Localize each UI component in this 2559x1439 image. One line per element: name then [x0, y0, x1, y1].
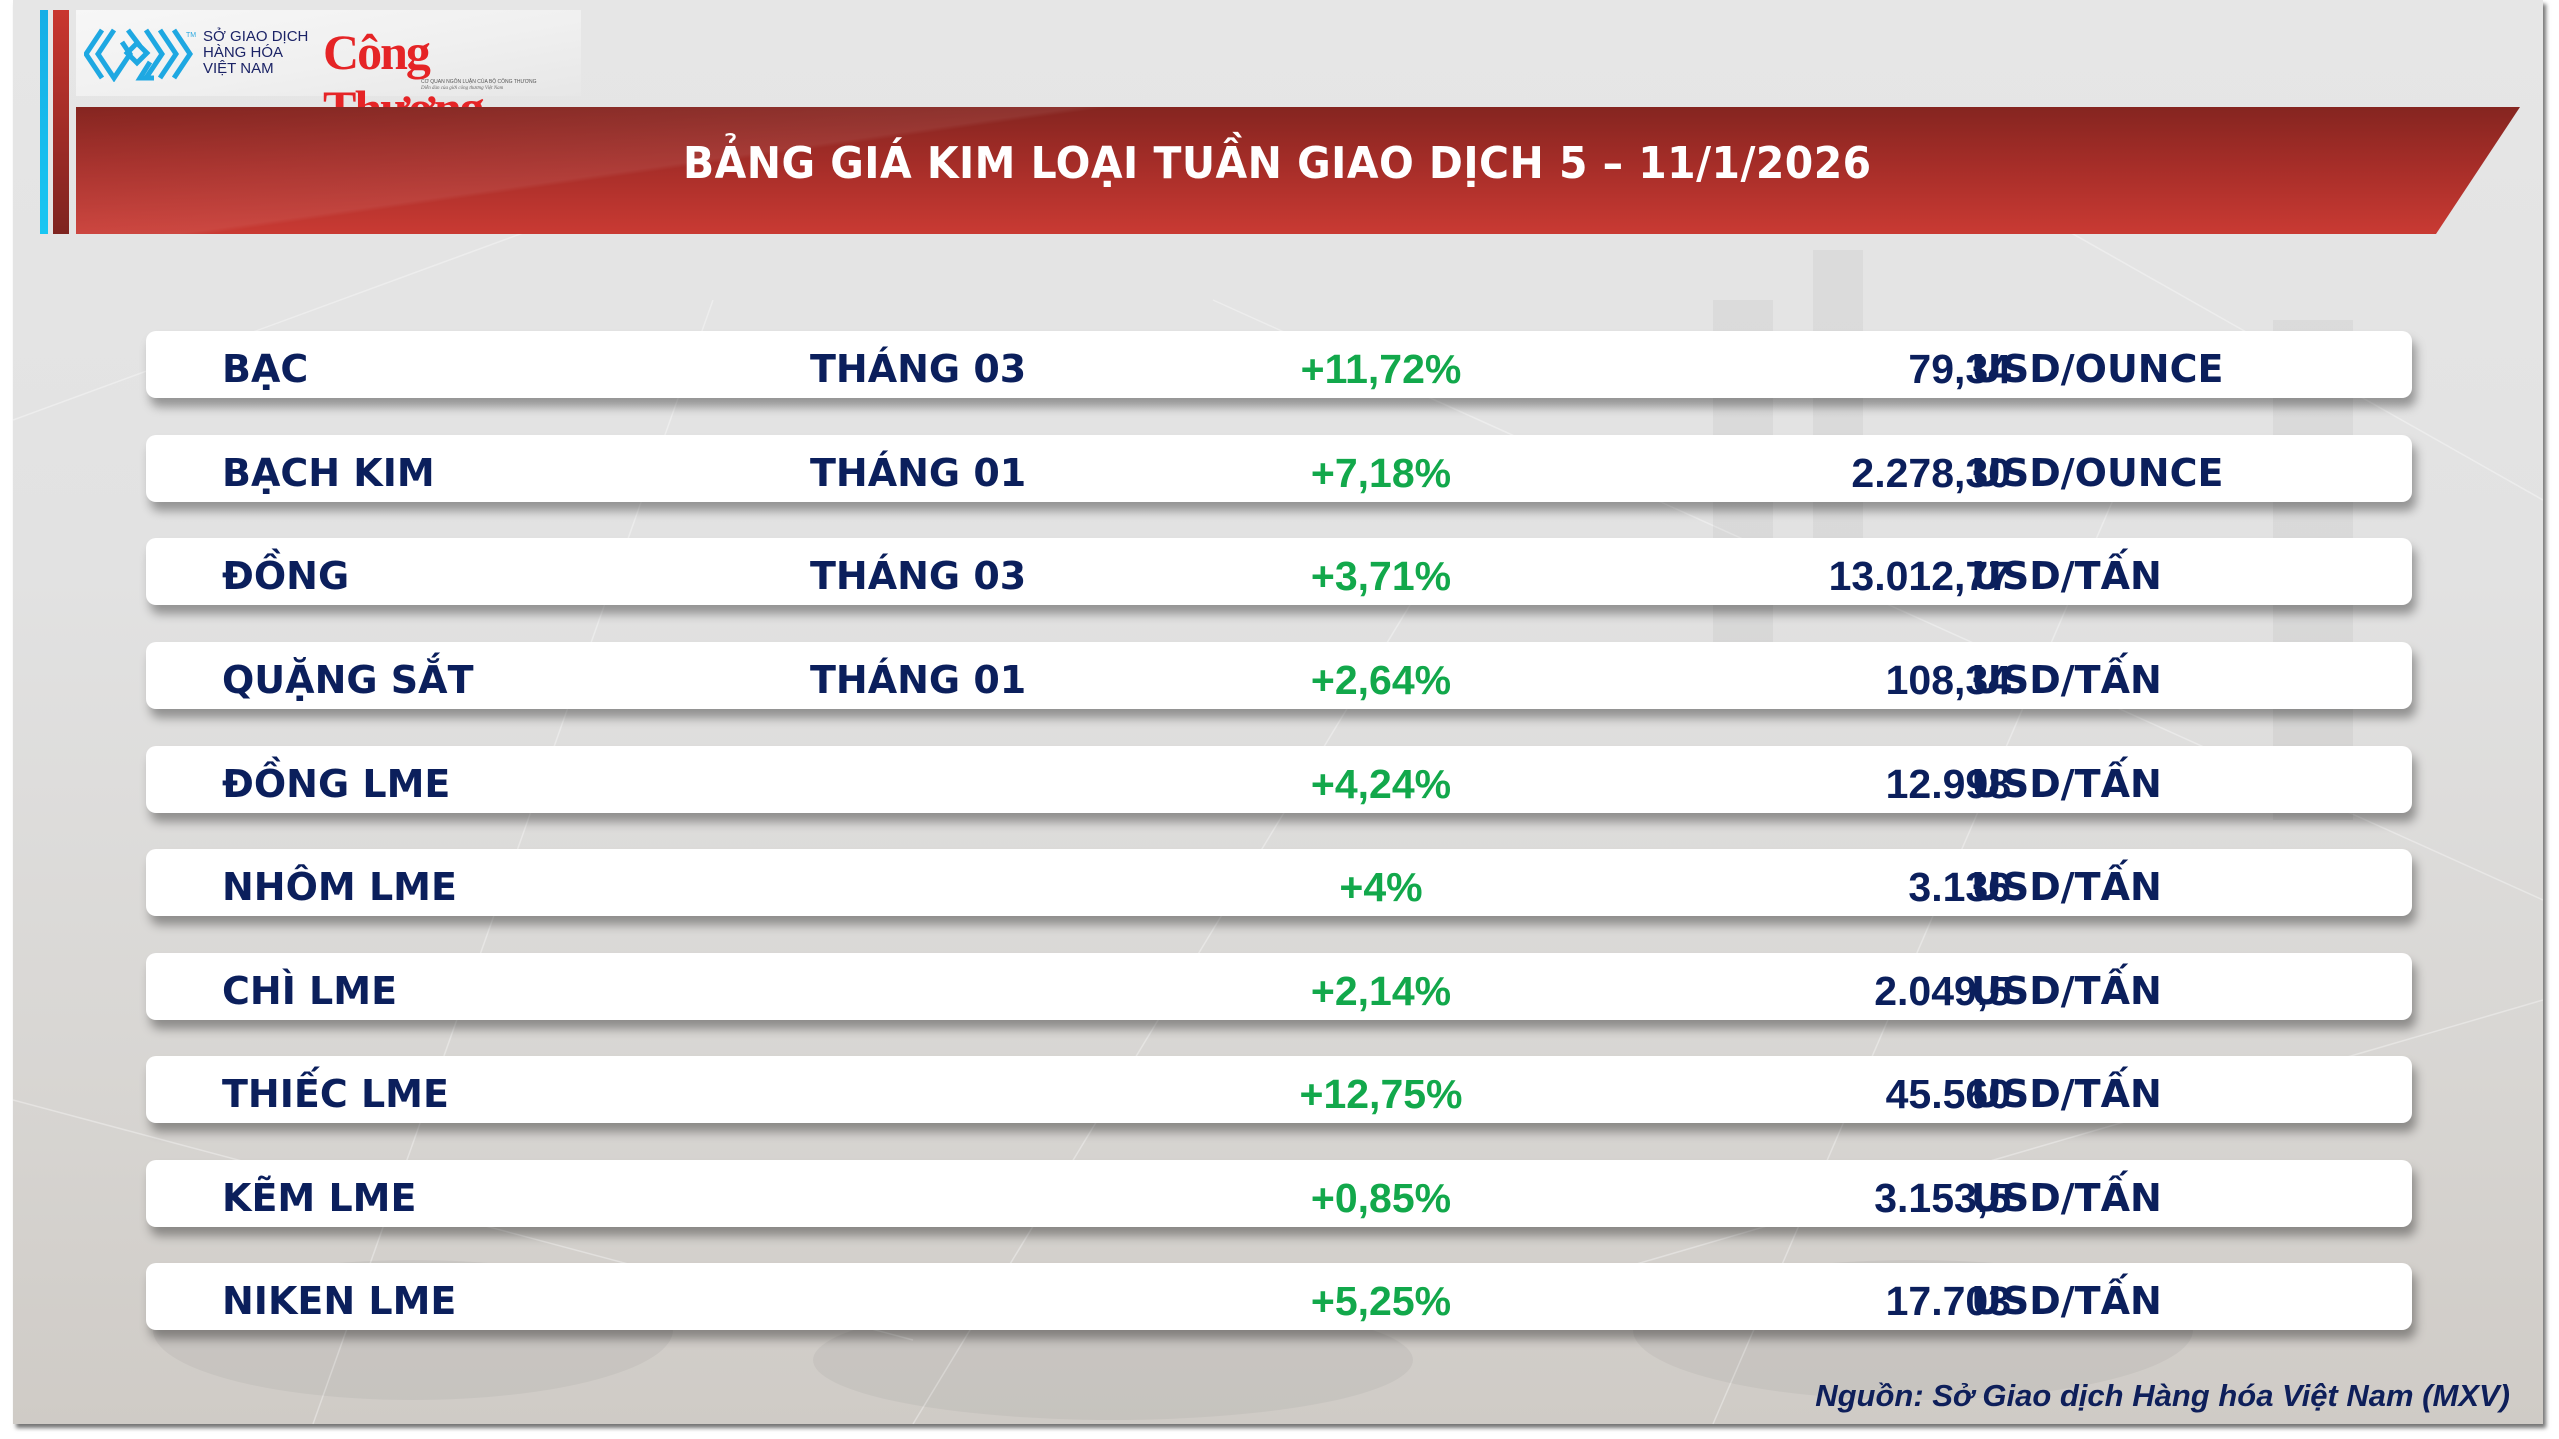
price: 17.703: [1885, 1278, 2011, 1324]
title-banner: [76, 107, 2520, 234]
price: 79,34: [1908, 346, 2011, 392]
metal-name: QUẶNG SẮT: [222, 658, 474, 702]
contract-month: THÁNG 01: [810, 451, 1027, 495]
weekly-change: +0,85%: [1310, 1175, 1452, 1221]
accent-bar-blue: [40, 10, 48, 234]
logo-header: TM SỞ GIAO DỊCH HÀNG HÓA VIỆT NAM Công T…: [76, 10, 581, 136]
table-row: NHÔM LME +4% 3.136 USD/TẤN: [146, 849, 2412, 916]
price: 45.560: [1885, 1071, 2011, 1117]
unit: USD/TẤN: [1971, 554, 2162, 598]
price: 3.153,5: [1874, 1175, 2011, 1221]
table-row: BẠCH KIM THÁNG 01 +7,18% 2.278,30 USD/OU…: [146, 435, 2412, 502]
mxv-logo-line1: SỞ GIAO DỊCH: [203, 28, 309, 45]
contract-month: THÁNG 03: [810, 554, 1027, 598]
mxv-logo-line2: HÀNG HÓA: [203, 44, 284, 61]
metal-name: THIẾC LME: [222, 1072, 449, 1116]
metal-name: ĐỒNG LME: [222, 762, 451, 806]
price: 108,34: [1885, 657, 2011, 703]
unit: USD/OUNCE: [1971, 451, 2224, 495]
weekly-change: +3,71%: [1310, 553, 1452, 599]
accent-bar-red: [53, 10, 69, 234]
table-row: NIKEN LME +5,25% 17.703 USD/TẤN: [146, 1263, 2412, 1330]
metal-name: NHÔM LME: [222, 865, 457, 909]
unit: USD/TẤN: [1971, 865, 2162, 909]
unit: USD/OUNCE: [1971, 347, 2224, 391]
weekly-change: +5,25%: [1310, 1278, 1452, 1324]
metal-name: CHÌ LME: [222, 969, 398, 1013]
weekly-change: +7,18%: [1310, 450, 1452, 496]
table-row: THIẾC LME +12,75% 45.560 USD/TẤN: [146, 1056, 2412, 1123]
mxv-logo-icon: [84, 28, 194, 82]
price: 13.012,77: [1828, 553, 2011, 599]
weekly-change: +11,72%: [1300, 346, 1462, 392]
weekly-change: +12,75%: [1299, 1071, 1463, 1117]
mxv-logo-text: SỞ GIAO DỊCH HÀNG HÓA VIỆT NAM: [203, 29, 313, 77]
table-row: QUẶNG SẮT THÁNG 01 +2,64% 108,34 USD/TẤN: [146, 642, 2412, 709]
unit: USD/TẤN: [1971, 1176, 2162, 1220]
page-title: BẢNG GIÁ KIM LOẠI TUẦN GIAO DỊCH 5 – 11/…: [682, 138, 1872, 189]
metal-name: BẠCH KIM: [222, 451, 435, 495]
trademark-mark: TM: [186, 32, 197, 39]
metal-name: NIKEN LME: [222, 1279, 457, 1323]
unit: USD/TẤN: [1971, 969, 2162, 1013]
metal-name: KẼM LME: [222, 1176, 417, 1220]
price: 12.998: [1885, 761, 2011, 807]
source-note: Nguồn: Sở Giao dịch Hàng hóa Việt Nam (M…: [1815, 1378, 2510, 1413]
unit: USD/TẤN: [1971, 658, 2162, 702]
banner-sheen: [76, 107, 2520, 234]
unit: USD/TẤN: [1971, 1072, 2162, 1116]
price-table: BẠC THÁNG 03 +11,72% 79,34 USD/OUNCE BẠC…: [13, 0, 2543, 1424]
table-row: BẠC THÁNG 03 +11,72% 79,34 USD/OUNCE: [146, 331, 2412, 398]
unit: USD/TẤN: [1971, 762, 2162, 806]
weekly-change: +4,24%: [1310, 761, 1452, 807]
table-row: CHÌ LME +2,14% 2.049,5 USD/TẤN: [146, 953, 2412, 1020]
congthuong-subtitle: CƠ QUAN NGÔN LUẬN CỦA BỘ CÔNG THƯƠNG: [421, 79, 537, 85]
contract-month: THÁNG 03: [810, 347, 1027, 391]
congthuong-tagline: Diễn đàn của giới công thương Việt Nam: [421, 86, 504, 91]
price: 2.049,5: [1874, 968, 2011, 1014]
weekly-change: +2,64%: [1310, 657, 1452, 703]
price: 2.278,30: [1851, 450, 2011, 496]
price: 3.136: [1908, 864, 2011, 910]
weekly-change: +4%: [1339, 864, 1423, 910]
weekly-change: +2,14%: [1310, 968, 1452, 1014]
table-row: ĐỒNG LME +4,24% 12.998 USD/TẤN: [146, 746, 2412, 813]
infographic-panel: TM SỞ GIAO DỊCH HÀNG HÓA VIỆT NAM Công T…: [13, 0, 2543, 1424]
contract-month: THÁNG 01: [810, 658, 1027, 702]
metal-name: ĐỒNG: [222, 554, 350, 598]
metal-name: BẠC: [222, 347, 309, 391]
mxv-logo-line3: VIỆT NAM: [203, 60, 274, 77]
table-row: ĐỒNG THÁNG 03 +3,71% 13.012,77 USD/TẤN: [146, 538, 2412, 605]
table-row: KẼM LME +0,85% 3.153,5 USD/TẤN: [146, 1160, 2412, 1227]
unit: USD/TẤN: [1971, 1279, 2162, 1323]
